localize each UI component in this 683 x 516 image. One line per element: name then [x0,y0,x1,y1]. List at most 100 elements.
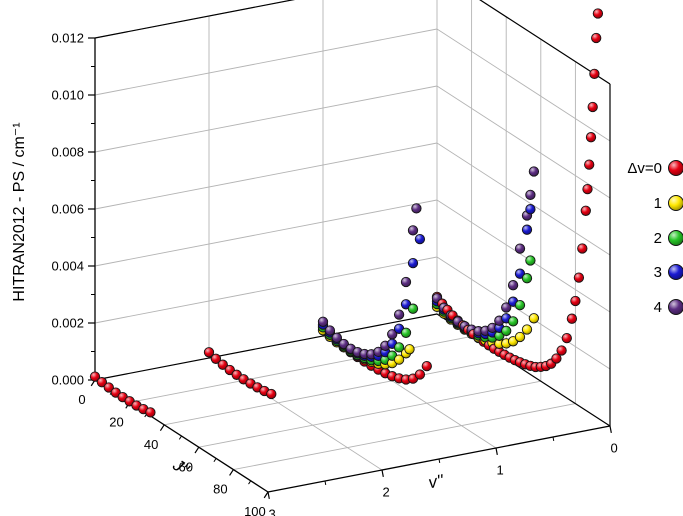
j-minor-tick [213,458,217,463]
v-tick-label: 3 [269,507,276,516]
data-point [525,189,536,201]
legend-item: 1 [654,195,683,212]
z-tick-label: 0.010 [51,88,84,103]
data-point [507,316,519,327]
data-point [407,303,419,314]
gridline-z [94,0,295,39]
gridline-z [436,142,611,256]
data-point [521,324,533,335]
data-point [561,332,572,344]
gridline-z [436,199,611,313]
j-tick [159,424,165,431]
data-point [89,371,101,382]
data-point [585,132,597,143]
j-tick-label: 80 [213,482,227,497]
data-point [566,313,578,324]
j-tick [194,446,200,454]
legend-swatch [668,299,683,315]
data-point [556,345,567,356]
gridline-z [94,256,438,324]
tick-layer: 0.0000.0020.0040.0060.0080.0100.01202040… [51,31,617,516]
z-axis-title: HITRAN2012 - PS / cm⁻¹ [11,122,28,301]
data-point [400,327,412,338]
legend-item: 3 [654,264,683,281]
data-point [580,205,591,216]
v-tick [381,469,384,477]
j-minor-tick [178,435,182,440]
v-tick [609,425,612,433]
gridline-z [436,256,611,370]
gridline-floor-j [164,358,507,426]
data-point [324,325,336,336]
data-point [317,316,329,327]
data-point [96,377,108,388]
data-point [528,313,540,324]
gridline-z [436,85,611,199]
z-tick-label: 0.002 [51,316,84,331]
data-point [501,302,512,313]
legend-swatch [668,195,683,211]
data-point [521,224,533,235]
data-point [393,309,405,320]
data-point [577,243,588,254]
data-point [404,344,415,355]
z-tick-label: 0.004 [51,259,84,274]
data-point [411,203,422,214]
data-point [507,280,519,291]
data-point [203,347,215,358]
v-tick [267,491,270,499]
data-point [587,101,598,113]
data-point [414,369,426,380]
legend: Δv=0 1 2 3 4 [627,160,683,316]
v-minor-tick [324,480,327,486]
data-point [217,359,228,370]
legend-swatch [668,160,683,176]
y-axis-title: v'' [427,471,446,493]
gridline-z [94,85,438,153]
data-point [551,353,562,364]
legend-swatch [668,264,683,280]
legend-swatch [668,230,683,246]
data-point [582,183,593,195]
legend-label: 2 [654,230,662,247]
data-point [525,255,536,266]
data-point [331,332,342,343]
data-point [570,295,581,307]
legend-label: 4 [654,299,662,316]
grid-layer [94,0,611,471]
gridline-z [436,28,611,142]
v-tick-label: 2 [383,485,390,500]
data-point [387,329,398,340]
j-tick [229,469,234,476]
legend-item: Δv=0 [627,160,683,177]
data-point [407,257,419,269]
data-point [338,338,349,350]
j-tick-label: 0 [78,392,85,407]
data-point [224,364,235,376]
v-tick-label: 0 [611,441,618,456]
data-point [400,276,412,288]
gridline-z [94,142,438,210]
j-minor-tick [248,480,252,485]
z-tick-label: 0.006 [51,202,84,217]
data-point [103,382,114,393]
data-point [266,388,277,400]
data-point [514,299,526,311]
data-point [393,342,405,353]
legend-label: 1 [654,195,662,212]
data-point [210,353,222,364]
j-tick-label: 40 [144,437,158,452]
j-tick-label: 100 [244,504,266,516]
data-point [521,273,533,284]
data-point [421,360,432,372]
legend-item: 2 [654,230,683,247]
legend-item: 4 [654,299,683,316]
j-tick [263,491,269,499]
gridline-z [479,0,611,85]
data-point [591,32,602,44]
data-point [592,8,604,19]
data-point [589,68,600,80]
data-point [573,272,585,283]
box-edge [479,0,611,85]
